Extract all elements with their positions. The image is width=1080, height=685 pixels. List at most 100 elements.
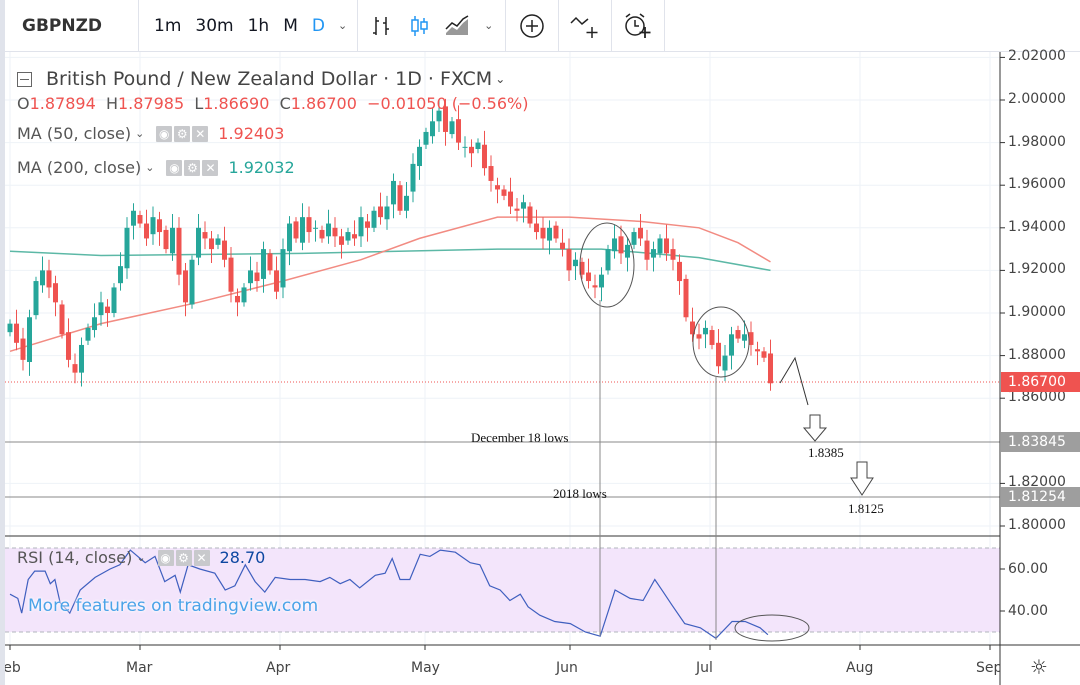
chevron-down-icon[interactable]: ⌄ bbox=[145, 161, 155, 174]
candle bbox=[462, 136, 468, 158]
candle bbox=[157, 211, 162, 246]
close-icon[interactable]: ✕ bbox=[193, 549, 210, 566]
tradingview-watermark-link[interactable]: More features on tradingview.com bbox=[28, 596, 319, 616]
candle-body bbox=[7, 323, 13, 333]
candle bbox=[417, 139, 422, 180]
price-axis-label: 1.96000 bbox=[1008, 176, 1066, 193]
candle bbox=[79, 337, 84, 387]
candle-body bbox=[215, 238, 221, 245]
symbol-title: British Pound / New Zealand Dollar · 1D … bbox=[46, 68, 493, 90]
candle bbox=[482, 130, 487, 176]
candle bbox=[14, 309, 19, 351]
ma50-line bbox=[9, 216, 771, 353]
compare-group bbox=[506, 0, 560, 52]
alarm-clock-add-icon[interactable] bbox=[619, 0, 657, 52]
candle bbox=[488, 155, 494, 192]
rsi-label[interactable]: RSI (14, close) bbox=[17, 548, 133, 567]
close-icon[interactable]: ✕ bbox=[202, 159, 219, 176]
candle-body bbox=[306, 217, 312, 233]
candle bbox=[534, 209, 539, 240]
candle bbox=[274, 256, 279, 300]
candle-body bbox=[124, 227, 130, 269]
ma50-value: 1.92403 bbox=[218, 124, 285, 143]
candle-body bbox=[449, 121, 455, 135]
candle-body bbox=[709, 330, 715, 345]
time-axis[interactable]: Feb Mar Apr May Jun Jul Aug Sep bbox=[5, 645, 1000, 685]
candle bbox=[85, 323, 91, 345]
candle-body bbox=[345, 232, 351, 241]
gear-icon[interactable]: ⚙ bbox=[175, 549, 192, 566]
candle bbox=[131, 203, 136, 240]
candle bbox=[33, 276, 39, 320]
candle bbox=[521, 194, 526, 223]
ma200-legend: MA (200, close) ⌄ ◉ ⚙ ✕ 1.92032 bbox=[17, 158, 295, 177]
candle bbox=[215, 234, 221, 250]
candle bbox=[72, 353, 78, 384]
candle bbox=[566, 238, 572, 282]
down-arrow-icon bbox=[850, 461, 874, 496]
close-icon[interactable]: ✕ bbox=[192, 125, 209, 142]
candle-body bbox=[163, 229, 169, 250]
chevron-down-icon[interactable]: ⌄ bbox=[136, 551, 146, 564]
candle-body bbox=[27, 317, 32, 362]
candle-body bbox=[20, 338, 26, 360]
symbol-search[interactable]: GBPNZD bbox=[5, 0, 139, 52]
candle bbox=[202, 221, 208, 250]
candle bbox=[657, 234, 663, 258]
time-axis-label: Feb bbox=[5, 660, 21, 676]
candle-body bbox=[586, 272, 591, 282]
candles-chart-icon[interactable] bbox=[400, 0, 438, 52]
candle bbox=[163, 225, 169, 254]
interval-30m[interactable]: 30m bbox=[195, 15, 234, 36]
candle-body bbox=[105, 306, 110, 313]
compare-add-icon[interactable] bbox=[513, 0, 551, 52]
candle bbox=[592, 274, 598, 299]
rsi-value: 28.70 bbox=[219, 548, 266, 567]
down-arrow-icon bbox=[802, 414, 828, 442]
candle-body bbox=[332, 227, 338, 237]
interval-D[interactable]: D bbox=[311, 15, 325, 36]
candle bbox=[742, 320, 747, 349]
gear-icon[interactable]: ⚙ bbox=[184, 159, 201, 176]
chevron-down-icon[interactable]: ⌄ bbox=[484, 19, 494, 32]
ma200-value: 1.92032 bbox=[228, 158, 295, 177]
candle-body bbox=[683, 278, 689, 318]
chart-legend-title: British Pound / New Zealand Dollar · 1D … bbox=[17, 68, 505, 90]
chevron-down-icon[interactable]: ⌄ bbox=[337, 19, 348, 32]
candle bbox=[53, 275, 58, 317]
candle bbox=[280, 238, 286, 299]
interval-M[interactable]: M bbox=[283, 15, 298, 36]
candle-body bbox=[176, 227, 182, 275]
candle-body bbox=[475, 142, 481, 149]
eye-icon[interactable]: ◉ bbox=[156, 125, 173, 142]
indicators-add-icon[interactable] bbox=[566, 0, 604, 52]
settings-gear-icon[interactable]: ☼ bbox=[1030, 655, 1048, 679]
candle bbox=[144, 209, 149, 246]
candle-body bbox=[319, 229, 325, 239]
candle bbox=[748, 321, 754, 356]
candle-body bbox=[92, 317, 97, 331]
eye-icon[interactable]: ◉ bbox=[166, 159, 183, 176]
price-axis-label: 1.98000 bbox=[1008, 133, 1066, 150]
candle bbox=[267, 249, 273, 275]
interval-1h[interactable]: 1h bbox=[247, 15, 270, 36]
collapse-legend-icon[interactable] bbox=[17, 71, 32, 87]
eye-icon[interactable]: ◉ bbox=[157, 549, 174, 566]
candle bbox=[293, 217, 299, 243]
interval-1m[interactable]: 1m bbox=[154, 15, 182, 36]
candle bbox=[599, 267, 604, 302]
candle bbox=[352, 220, 357, 246]
gear-icon[interactable]: ⚙ bbox=[174, 125, 191, 142]
candle bbox=[326, 209, 331, 244]
candle bbox=[20, 327, 26, 371]
candle-body bbox=[508, 191, 513, 207]
candle bbox=[339, 228, 344, 259]
chevron-down-icon[interactable]: ⌄ bbox=[135, 127, 145, 140]
candle bbox=[716, 328, 721, 374]
ma200-label[interactable]: MA (200, close) bbox=[17, 158, 142, 177]
area-chart-icon[interactable] bbox=[438, 0, 476, 52]
candle-body bbox=[261, 249, 266, 279]
chevron-down-icon[interactable]: ⌄ bbox=[495, 72, 506, 86]
ma50-label[interactable]: MA (50, close) bbox=[17, 124, 132, 143]
bars-chart-icon[interactable] bbox=[362, 0, 400, 52]
